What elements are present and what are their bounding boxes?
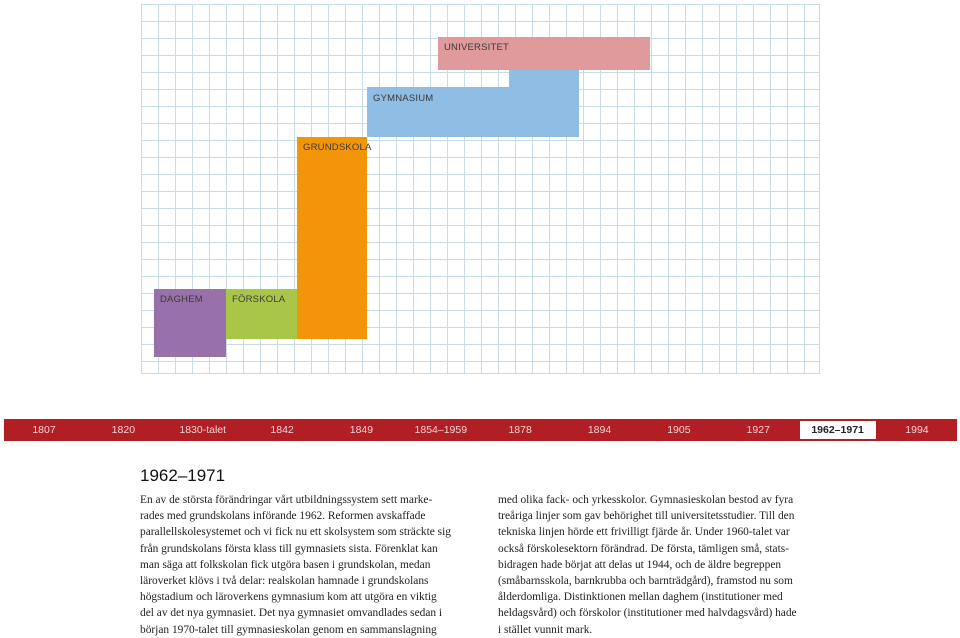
forskola-block — [226, 289, 297, 339]
section-heading: 1962–1971 — [140, 466, 226, 485]
article-right-column: med olika fack- och yrkesskolor. Gymnasi… — [498, 492, 797, 638]
grundskola-label: GRUNDSKOLA — [303, 142, 372, 153]
gymnasium-block-top — [509, 70, 579, 88]
timeline-year-1927[interactable]: 1927 — [746, 424, 770, 436]
timeline-year-1807[interactable]: 1807 — [32, 424, 56, 436]
text-line: del av det nya gymnasiet. Det nya gymnas… — [140, 607, 443, 620]
daghem-label: DAGHEM — [160, 294, 203, 305]
grundskola-block — [297, 137, 367, 339]
text-line: med olika fack- och yrkesskolor. Gymnasi… — [498, 494, 794, 506]
universitet-block — [438, 37, 650, 70]
universitet-label: UNIVERSITET — [444, 42, 510, 53]
timeline-year-1820[interactable]: 1820 — [111, 424, 136, 436]
text-line: bidragen hade börjat att delas ut 1944, … — [498, 558, 782, 571]
text-line: parallellskolesystemet och vi fick nu et… — [140, 526, 451, 539]
text-line: i stället vunnit mark. — [498, 623, 593, 636]
text-line: man säga att folkskolan fick utgöra base… — [140, 558, 431, 571]
timeline-year-1878[interactable]: 1878 — [508, 424, 532, 436]
timeline-year-1994[interactable]: 1994 — [905, 424, 929, 436]
timeline-year-1905[interactable]: 1905 — [667, 424, 691, 436]
gymnasium-label: GYMNASIUM — [373, 93, 434, 104]
text-line: (småbarnsskola, barnkrubba och barnträdg… — [498, 575, 793, 588]
forskola-label: FÖRSKOLA — [232, 294, 286, 305]
text-line: En av de största förändringar vårt utbil… — [140, 494, 433, 506]
text-line: treåriga linjer som gav behörighet till … — [498, 510, 795, 523]
article-left-column: En av de största förändringar vårt utbil… — [140, 492, 451, 638]
daghem-block — [154, 289, 226, 357]
text-line: heldagsvård) och förskolor (institutione… — [498, 607, 797, 620]
text-line: också förskolesektorn förändrad. De förs… — [498, 542, 790, 555]
text-line: ålderdomliga. Distinktionen mellan daghe… — [498, 591, 783, 604]
text-line: högstadium och läroverkens gymnasium kom… — [140, 591, 437, 604]
timeline-year-1854-1959[interactable]: 1854–1959 — [414, 424, 468, 436]
text-line: början 1970-talet till gymnasieskolan ge… — [140, 623, 437, 636]
timeline-bar: 1807 1820 1830-talet 1842 1849 1854–1959… — [4, 419, 957, 441]
text-line: tekniska linjen hörde ett frivilligt fjä… — [498, 526, 790, 539]
timeline-year-1849[interactable]: 1849 — [349, 424, 374, 436]
timeline-year-1962-1971[interactable]: 1962–1971 — [797, 419, 878, 441]
timeline-year-1830-talet[interactable]: 1830-talet — [179, 424, 227, 436]
timeline-year-1842[interactable]: 1842 — [270, 424, 294, 436]
text-line: från grundskolans första klass till gymn… — [140, 542, 438, 555]
text-line: rades med grundskolans införande 1962. R… — [140, 510, 426, 523]
gymnasium-block — [367, 87, 579, 137]
timeline-year-1894[interactable]: 1894 — [587, 424, 612, 436]
text-line: läroverket klövs i två delar: realskolan… — [140, 575, 429, 588]
